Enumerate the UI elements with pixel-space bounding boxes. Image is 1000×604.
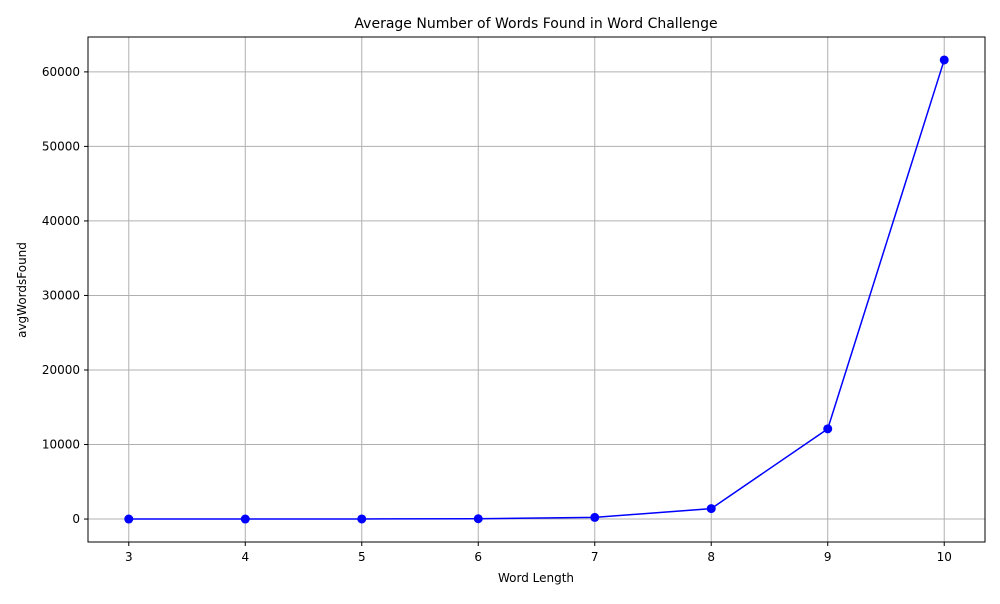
data-point: [357, 514, 367, 524]
x-axis-label: Word Length: [498, 571, 574, 585]
y-tick-label: 60000: [42, 65, 80, 79]
data-point: [124, 514, 134, 524]
series-line: [128, 59, 945, 520]
x-tick-label: 5: [358, 550, 366, 564]
y-tick-label: 50000: [42, 139, 80, 153]
y-tick-label: 30000: [42, 288, 80, 302]
ticks: 3 4 5 6 7 8 9 10 0 10000 20000 30000 40000 50000 60000: [42, 65, 952, 564]
data-point: [240, 514, 250, 524]
x-tick-label: 8: [707, 550, 715, 564]
data-point: [473, 514, 483, 524]
data-point: [823, 424, 833, 434]
data-point: [939, 55, 949, 65]
x-tick-label: 9: [824, 550, 832, 564]
x-tick-label: 3: [125, 550, 133, 564]
x-tick-label: 6: [474, 550, 482, 564]
y-axis-label: avgWordsFound: [15, 242, 29, 338]
plot-frame: [87, 36, 986, 543]
data-point: [590, 512, 600, 522]
x-tick-label: 10: [937, 550, 952, 564]
chart-title: Average Number of Words Found in Word Ch…: [354, 16, 717, 32]
data-point: [706, 504, 716, 514]
y-tick-label: 0: [72, 512, 80, 526]
y-tick-label: 20000: [42, 363, 80, 377]
y-tick-label: 10000: [42, 438, 80, 452]
grid: [88, 37, 985, 542]
x-tick-label: 4: [241, 550, 249, 564]
series-layer: [124, 55, 949, 524]
x-tick-label: 7: [591, 550, 599, 564]
y-tick-label: 40000: [42, 214, 80, 228]
